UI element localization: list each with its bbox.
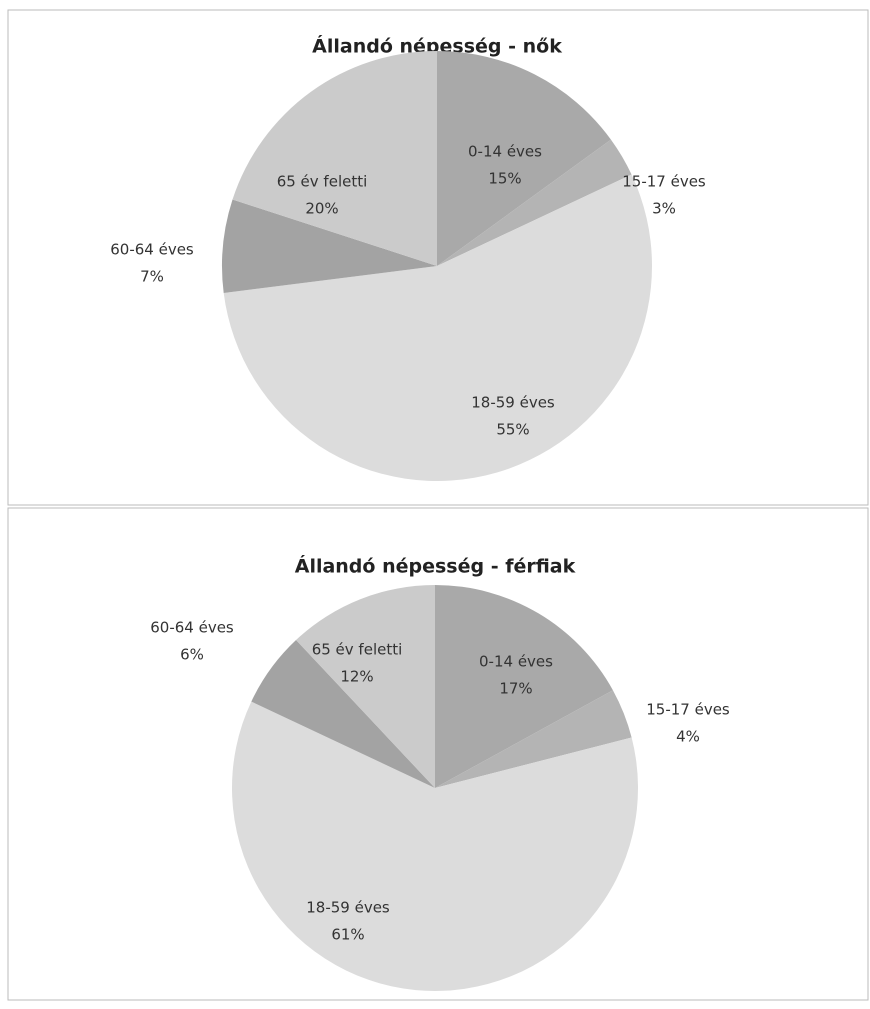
pie-slice bbox=[435, 690, 632, 788]
chart-title: Állandó népesség - nők bbox=[312, 35, 562, 58]
slice-category-label: 65 év feletti bbox=[312, 641, 403, 659]
slice-value-label: 20% bbox=[305, 200, 338, 218]
pie-slice bbox=[251, 640, 435, 788]
slice-value-label: 15% bbox=[488, 170, 521, 188]
slice-value-label: 12% bbox=[340, 668, 373, 686]
pie-slice bbox=[435, 585, 613, 788]
pie-slice bbox=[231, 701, 638, 991]
slice-category-label: 60-64 éves bbox=[150, 619, 234, 637]
slice-value-label: 17% bbox=[499, 680, 532, 698]
slice-category-label: 18-59 éves bbox=[306, 899, 390, 917]
pie-slice bbox=[296, 584, 435, 788]
chart-title: Állandó népesség - férfiak bbox=[295, 555, 576, 578]
slice-category-label: 60-64 éves bbox=[110, 241, 194, 259]
slice-category-label: 15-17 éves bbox=[622, 173, 706, 191]
pie-slice bbox=[232, 51, 437, 266]
chart-frame bbox=[7, 9, 869, 506]
slice-value-label: 4% bbox=[676, 728, 700, 746]
slice-category-label: 0-14 éves bbox=[479, 653, 553, 671]
slice-value-label: 7% bbox=[140, 268, 164, 286]
slice-value-label: 55% bbox=[496, 421, 529, 439]
pie-slice bbox=[223, 174, 652, 481]
slice-category-label: 15-17 éves bbox=[646, 701, 730, 719]
slice-category-label: 0-14 éves bbox=[468, 143, 542, 161]
slice-category-label: 18-59 éves bbox=[471, 394, 555, 412]
slice-category-label: 65 év feletti bbox=[277, 173, 368, 191]
chart-frame bbox=[7, 507, 869, 1001]
pie-slice bbox=[221, 199, 437, 293]
slice-value-label: 3% bbox=[652, 200, 676, 218]
slice-value-label: 6% bbox=[180, 646, 204, 664]
pie-slice bbox=[437, 139, 632, 266]
slice-value-label: 61% bbox=[331, 926, 364, 944]
pie-slice bbox=[437, 51, 611, 266]
